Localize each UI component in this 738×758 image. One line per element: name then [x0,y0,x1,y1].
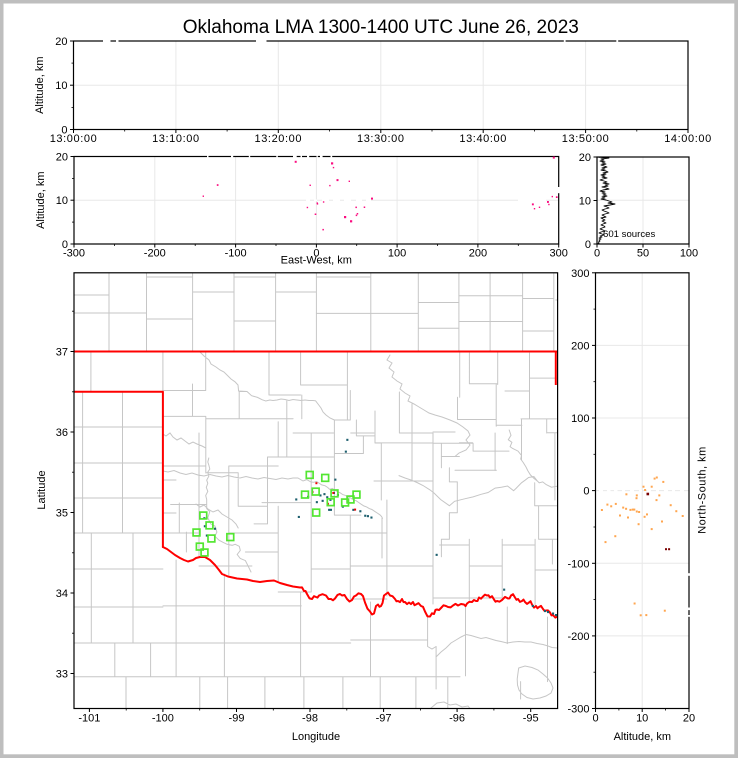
svg-text:-98: -98 [302,713,318,725]
svg-text:13:50:00: 13:50:00 [562,133,610,145]
svg-text:100: 100 [571,413,589,425]
svg-text:13:30:00: 13:30:00 [357,133,405,145]
svg-text:100: 100 [680,248,698,260]
svg-text:200: 200 [469,248,487,260]
svg-text:300: 300 [571,268,589,280]
svg-text:Altitude, km: Altitude, km [35,171,47,228]
svg-text:10: 10 [579,196,591,208]
svg-text:-99: -99 [229,713,245,725]
svg-text:Longitude: Longitude [292,731,340,743]
svg-text:Altitude, km: Altitude, km [34,56,46,113]
svg-text:North-South, km: North-South, km [697,446,709,534]
svg-text:34: 34 [56,588,68,600]
svg-text:-97: -97 [376,713,392,725]
svg-text:37: 37 [56,347,68,359]
svg-text:13:40:00: 13:40:00 [459,133,507,145]
svg-text:0: 0 [61,125,67,137]
svg-text:0: 0 [594,248,600,260]
svg-text:35: 35 [56,508,68,520]
svg-text:East-West, km: East-West, km [281,255,352,267]
svg-text:Altitude, km: Altitude, km [614,731,671,743]
svg-text:20: 20 [56,152,68,164]
svg-text:-100: -100 [567,558,589,570]
svg-text:0: 0 [592,713,598,725]
svg-text:-100: -100 [225,248,247,260]
svg-text:0: 0 [583,486,589,498]
svg-text:50: 50 [637,248,649,260]
svg-text:20: 20 [683,713,695,725]
svg-text:300: 300 [550,248,568,260]
svg-text:-300: -300 [63,248,85,260]
svg-text:-95: -95 [523,713,539,725]
svg-text:20: 20 [579,152,591,164]
svg-text:-96: -96 [449,713,465,725]
svg-text:13:00:00: 13:00:00 [50,133,98,145]
svg-text:Oklahoma LMA 1300-1400 UTC Jun: Oklahoma LMA 1300-1400 UTC June 26, 2023 [183,17,579,38]
svg-text:33: 33 [56,669,68,681]
svg-text:-200: -200 [144,248,166,260]
svg-text:10: 10 [636,713,648,725]
svg-text:100: 100 [388,248,406,260]
svg-text:0: 0 [313,248,319,260]
svg-text:13:10:00: 13:10:00 [152,133,200,145]
svg-text:10: 10 [55,80,67,92]
svg-text:-300: -300 [567,704,589,716]
svg-text:36: 36 [56,427,68,439]
svg-text:10: 10 [56,195,68,207]
svg-text:Latitude: Latitude [36,470,48,509]
svg-text:-101: -101 [78,713,100,725]
svg-text:14:00:00: 14:00:00 [664,133,712,145]
svg-text:-100: -100 [152,713,174,725]
svg-text:601 sources: 601 sources [603,229,655,240]
svg-text:13:20:00: 13:20:00 [254,133,302,145]
svg-text:20: 20 [55,36,67,48]
svg-text:0: 0 [585,239,591,251]
svg-text:0: 0 [62,239,68,251]
svg-text:200: 200 [571,340,589,352]
svg-text:-200: -200 [567,631,589,643]
